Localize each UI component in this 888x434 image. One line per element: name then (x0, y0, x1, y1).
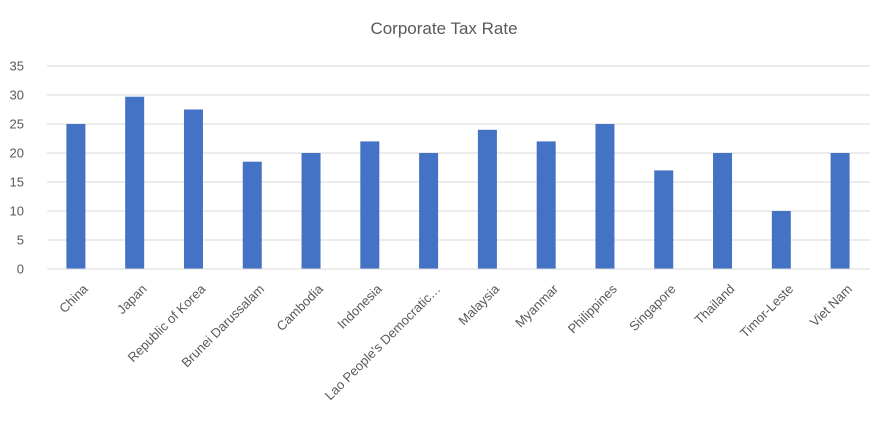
y-tick-label: 15 (10, 175, 24, 190)
x-tick-label: Indonesia (334, 281, 385, 332)
bar (477, 129, 497, 269)
x-tick-label: Cambodia (273, 281, 326, 334)
bar (360, 141, 380, 269)
bar (183, 109, 203, 269)
y-tick-label: 25 (10, 117, 24, 132)
x-tick-label: Singapore (626, 281, 679, 334)
x-tick-label: Timor-Leste (737, 281, 796, 340)
x-tick-label: China (56, 281, 91, 316)
bar (771, 211, 791, 269)
bar (654, 170, 674, 269)
x-tick-label: Thailand (692, 281, 738, 327)
x-tick-label: Lao People's Democratic… (322, 281, 444, 403)
x-tick-label: Malaysia (455, 281, 502, 328)
bar (713, 153, 733, 269)
bar (830, 153, 850, 269)
bar (595, 124, 615, 269)
x-tick-label: Philippines (565, 281, 620, 336)
y-tick-label: 20 (10, 146, 24, 161)
y-axis-ticks: 0 5 10 15 20 25 30 35 (10, 59, 24, 277)
bar (301, 153, 321, 269)
y-tick-label: 0 (17, 262, 24, 277)
y-tick-label: 35 (10, 59, 24, 74)
bar (125, 96, 145, 270)
bar (242, 161, 262, 269)
x-tick-label: Viet Nam (807, 281, 855, 329)
bar (66, 124, 86, 269)
gridlines (47, 65, 870, 241)
x-tick-label: Myanmar (512, 281, 561, 330)
y-tick-label: 30 (10, 88, 24, 103)
bar (419, 153, 439, 269)
y-tick-label: 10 (10, 204, 24, 219)
bars (66, 96, 850, 270)
chart-title: Corporate Tax Rate (370, 19, 517, 38)
x-tick-label: Japan (114, 281, 150, 317)
y-tick-label: 5 (17, 233, 24, 248)
bar (536, 141, 556, 269)
